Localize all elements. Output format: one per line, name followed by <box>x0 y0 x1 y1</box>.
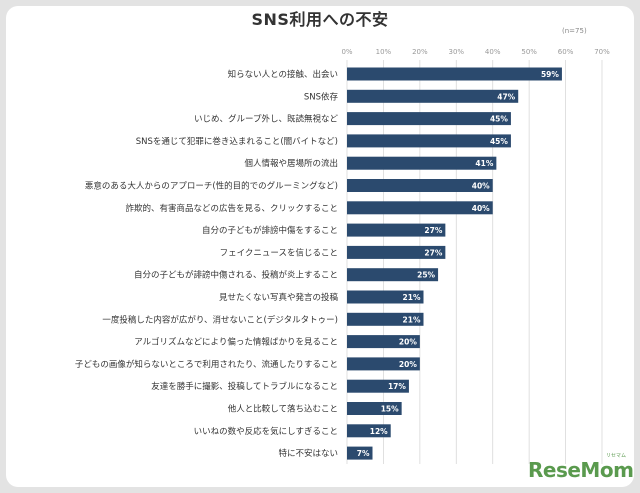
x-tick-label: 60% <box>558 48 574 56</box>
category-label: フェイクニュースを信じること <box>220 247 338 258</box>
x-axis-ticks: 0% 10% 20% 30% 40% 50% 60% 70% <box>341 48 610 56</box>
bar <box>347 268 439 282</box>
bar <box>347 424 391 438</box>
x-tick-label: 0% <box>341 48 352 56</box>
gridlines <box>346 60 603 464</box>
bar-value-labels: 59% 47% 45% 45% 41% 40% 40% 27% 27% 25% 21% 21% 20% 2… <box>357 70 560 458</box>
category-label: いじめ、グループ外し、既読無視など <box>194 114 338 125</box>
category-label: アルゴリズムなどにより偏った情報ばかりを見ること <box>134 337 338 348</box>
brand-logo-text: ReseMom <box>528 458 634 482</box>
bar <box>347 201 493 215</box>
category-label: 他人と比較して落ち込むこと <box>228 404 338 415</box>
bar <box>347 67 562 81</box>
category-label: SNSを通じて犯罪に巻き込まれること(闇バイトなど) <box>136 136 338 147</box>
bar-value-label: 17% <box>388 382 406 391</box>
bar-value-label: 7% <box>357 449 370 458</box>
bar <box>347 402 402 415</box>
bar <box>347 179 493 192</box>
bar <box>347 335 420 349</box>
sample-size-note: (n=75) <box>562 27 587 35</box>
category-label: 知らない人との接触、出会い <box>228 69 338 80</box>
x-tick-label: 10% <box>376 48 392 56</box>
bar-value-label: 45% <box>490 115 508 124</box>
bar <box>347 446 373 460</box>
bar <box>347 223 446 237</box>
bar-value-label: 59% <box>541 70 559 79</box>
category-label: 自分の子どもが誹謗中傷される、投稿が炎上すること <box>134 270 338 281</box>
category-label: 悪意のある大人からのアプローチ(性的目的でのグルーミングなど) <box>85 181 338 192</box>
bar <box>347 290 424 304</box>
category-label: 個人情報や居場所の流出 <box>244 158 338 169</box>
category-label: 友達を勝手に撮影、投稿してトラブルになること <box>151 381 338 392</box>
x-tick-label: 20% <box>412 48 428 56</box>
category-label: 詐欺的、有害商品などの広告を見る、クリックすること <box>125 203 338 214</box>
bar-value-label: 41% <box>475 159 493 168</box>
bar-value-label: 20% <box>399 360 417 369</box>
bar-value-label: 27% <box>424 248 442 257</box>
category-label: 一度投稿した内容が広がり、消せないこと(デジタルタトゥー) <box>102 314 338 325</box>
bar-value-label: 27% <box>424 226 442 235</box>
bar-value-label: 47% <box>497 92 515 101</box>
x-tick-label: 50% <box>521 48 537 56</box>
category-label: 子どもの画像が知らないところで利用されたり、流通したりすること <box>75 359 338 370</box>
bar <box>347 89 519 103</box>
brand-ruby-text: リセマム <box>606 453 627 459</box>
bar <box>347 312 424 326</box>
x-tick-label: 40% <box>485 48 501 56</box>
category-label: 特に不安はない <box>278 448 338 459</box>
resemom-logo: ReseMom リセマム <box>528 453 638 488</box>
bar <box>347 134 511 148</box>
category-label: いいねの数や反応を気にしすぎること <box>194 426 338 437</box>
category-label: SNS依存 <box>304 91 339 102</box>
bar-value-label: 40% <box>472 182 490 191</box>
x-tick-label: 30% <box>449 48 465 56</box>
bar-value-label: 25% <box>417 271 435 280</box>
bar-value-label: 15% <box>381 405 399 414</box>
bars <box>347 67 562 460</box>
bar-value-label: 45% <box>490 137 508 146</box>
bar <box>347 379 409 393</box>
category-label: 自分の子どもが誹謗中傷をすること <box>202 225 338 236</box>
bar <box>347 156 497 170</box>
bar-value-label: 21% <box>403 293 421 302</box>
bar-value-label: 12% <box>370 427 388 436</box>
bar <box>347 357 420 371</box>
bar <box>347 112 511 126</box>
bar-value-label: 21% <box>403 315 421 324</box>
chart-title: SNS利用への不安 <box>251 10 389 29</box>
bar-value-label: 40% <box>472 204 490 213</box>
bar-value-label: 20% <box>399 338 417 347</box>
x-tick-label: 70% <box>594 48 610 56</box>
bar <box>347 245 446 259</box>
category-label: 見せたくない写真や発言の投稿 <box>219 292 339 303</box>
